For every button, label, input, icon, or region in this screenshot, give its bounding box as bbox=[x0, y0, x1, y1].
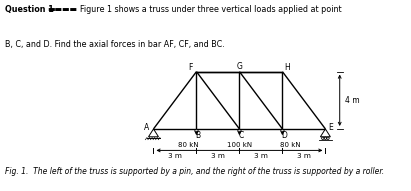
Text: B, C, and D. Find the axial forces in bar AF, CF, and BC.: B, C, and D. Find the axial forces in ba… bbox=[5, 40, 225, 49]
Text: C: C bbox=[239, 131, 244, 140]
Text: Question 1: Question 1 bbox=[5, 5, 54, 14]
Text: 3 m: 3 m bbox=[168, 153, 182, 159]
Text: 3 m: 3 m bbox=[211, 153, 225, 159]
Text: Fig. 1.  The left of the truss is supported by a pin, and the right of the truss: Fig. 1. The left of the truss is support… bbox=[5, 168, 384, 176]
Text: 3 m: 3 m bbox=[254, 153, 268, 159]
Text: F: F bbox=[188, 63, 192, 72]
Text: 4 m: 4 m bbox=[345, 96, 359, 105]
Text: B: B bbox=[195, 131, 201, 140]
Text: A: A bbox=[144, 123, 149, 132]
Text: 3 m: 3 m bbox=[297, 153, 311, 159]
Text: 80 kN: 80 kN bbox=[178, 142, 198, 148]
Text: Figure 1 shows a truss under three vertical loads applied at point: Figure 1 shows a truss under three verti… bbox=[80, 5, 342, 14]
Text: D: D bbox=[281, 131, 287, 140]
Text: H: H bbox=[284, 63, 290, 72]
Text: 80 kN: 80 kN bbox=[280, 142, 300, 148]
Text: ▬▬▬▬: ▬▬▬▬ bbox=[47, 5, 77, 14]
Text: G: G bbox=[236, 62, 242, 71]
Text: E: E bbox=[329, 123, 333, 132]
Text: 100 kN: 100 kN bbox=[227, 142, 252, 148]
